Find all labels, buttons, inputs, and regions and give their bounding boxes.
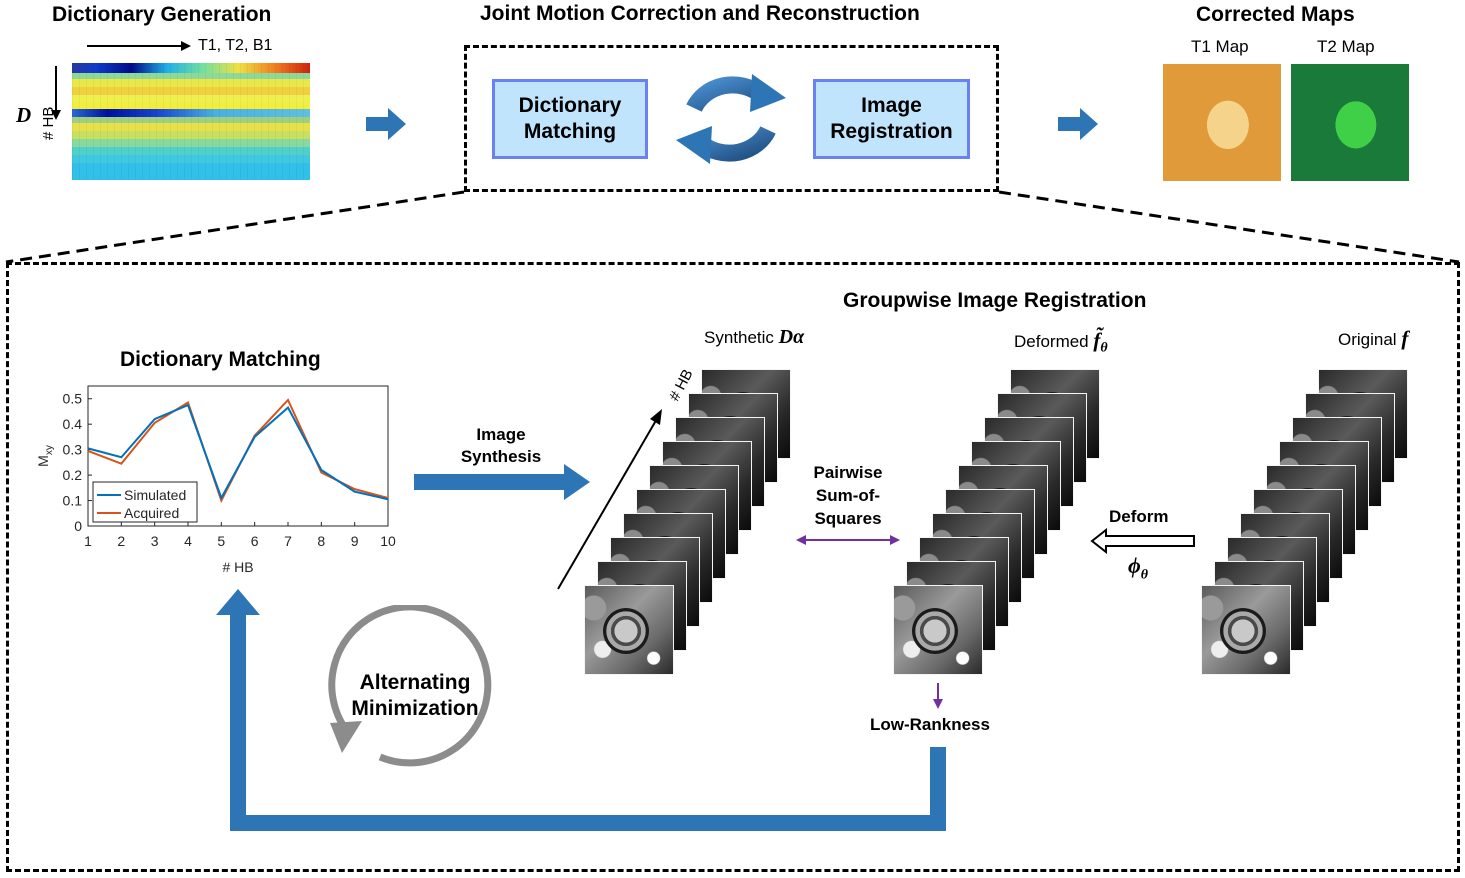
chart-x-tick-label: 10 (380, 533, 396, 549)
synthetic-label: Synthetic Dα (704, 326, 804, 349)
detail-dashed-box (6, 262, 1460, 872)
cycle-arrows-icon (676, 74, 786, 164)
dictionary-heatmap-dark-row (72, 109, 310, 117)
image-synthesis-arrow (414, 464, 590, 500)
pairwise-line2: Sum-of- (815, 486, 881, 505)
dictionary-param-label: T1, T2, B1 (198, 37, 273, 54)
alt-line1: Alternating (359, 671, 471, 694)
box-dict-line2: Matching (523, 120, 617, 143)
t2-map-image (1291, 64, 1409, 181)
synthetic-symbol: Dα (778, 326, 805, 348)
chart-series-simulated (87, 403, 389, 501)
deformed-symbol: f̃ (1093, 328, 1101, 352)
chart-y-tick-label: 0.2 (63, 467, 83, 483)
synth-line2: Synthesis (460, 447, 542, 466)
alt-line2: Minimization (351, 697, 479, 720)
chart-x-tick-label: 1 (84, 533, 92, 549)
dictionary-hb-arrow (51, 66, 61, 120)
t1-map-label: T1 Map (1191, 37, 1249, 56)
chart-x-tick-label: 6 (251, 533, 259, 549)
chart-x-tick-label: 8 (317, 533, 325, 549)
chart-x-tick-label: 2 (117, 533, 125, 549)
original-symbol: f (1401, 326, 1409, 350)
pairwise-line1: Pairwise (813, 463, 883, 482)
dictionary-heatmap-texture (72, 63, 310, 180)
dictionary-heatmap (72, 63, 310, 180)
low-rankness-label: Low-Rankness (870, 715, 990, 734)
alternating-loop-icon (328, 605, 492, 767)
joint-dashed-box (464, 45, 999, 192)
dictionary-heatmap-top-row (72, 63, 310, 73)
dictionary-matching-title: Dictionary Matching (120, 348, 321, 371)
phi-symbol: ϕ (1128, 553, 1141, 578)
chart-legend-label: Acquired (124, 505, 179, 521)
chart-x-tick-label: 9 (351, 533, 359, 549)
pairwise-arrow (796, 535, 900, 545)
mri-frame (1201, 585, 1291, 675)
box-reg-line1: Image (861, 94, 922, 117)
box-dict-line1: Dictionary (518, 94, 622, 117)
phi-subscript: θ (1140, 567, 1149, 583)
chart-legend-label: Simulated (124, 487, 186, 503)
chart-y-tick-label: 0.1 (63, 493, 83, 509)
stack-hb-arrow (557, 409, 662, 590)
box-reg-line2: Registration (830, 120, 953, 143)
chart-x-tick-label: 5 (217, 533, 225, 549)
mri-heart (603, 608, 649, 654)
mri-frame (893, 585, 983, 675)
dictionary-symbol: D (16, 103, 32, 127)
image-synthesis-label: Image Synthesis (454, 424, 548, 468)
dictionary-matching-box: Dictionary Matching (492, 79, 648, 159)
chart-y-tick-label: 0.3 (63, 442, 83, 458)
mri-heart (1220, 608, 1266, 654)
groupwise-title: Groupwise Image Registration (843, 289, 1147, 312)
chart-x-tick-label: 3 (151, 533, 159, 549)
phi-label: ϕθ (1128, 553, 1148, 583)
dictionary-matching-chart: 0 0.1 0.2 0.3 0.4 0.5 1 2 3 4 5 6 7 8 9 10 # HB Mxy Simula… (35, 385, 396, 575)
t2-map-label: T2 Map (1317, 37, 1375, 56)
synthetic-text: Synthetic (704, 328, 774, 347)
deformed-label: Deformed f̃θ (1014, 328, 1108, 356)
mri-frame (584, 585, 674, 675)
chart-y-axis-label: Mxy (35, 445, 55, 467)
chart-y-tick-label: 0 (74, 518, 82, 534)
arrow-to-corrected (1058, 108, 1098, 140)
image-registration-box: Image Registration (813, 79, 970, 159)
mri-heart (912, 608, 958, 654)
arrow-to-joint (366, 108, 406, 140)
deform-label: Deform (1109, 507, 1169, 526)
original-label: Original f (1338, 326, 1408, 351)
t1-map-image (1163, 64, 1281, 181)
pairwise-label: Pairwise Sum-of- Squares (800, 461, 896, 530)
chart-y-axis-subscript: xy (44, 445, 55, 455)
deformed-subscript: θ (1100, 340, 1108, 356)
chart-legend (92, 481, 198, 523)
corrected-maps-title: Corrected Maps (1196, 3, 1355, 26)
low-rank-arrow (933, 683, 943, 709)
chart-x-tick-label: 4 (184, 533, 192, 549)
chart-x-tick-label: 7 (284, 533, 292, 549)
original-text: Original (1338, 330, 1397, 349)
alternating-minimization-label: Alternating Minimization (350, 670, 480, 722)
chart-y-tick-label: 0.5 (63, 391, 83, 407)
deform-arrow (1090, 528, 1195, 554)
dictionary-generation-title: Dictionary Generation (52, 3, 272, 26)
chart-y-tick-label: 0.4 (63, 416, 83, 432)
synth-line1: Image (476, 425, 526, 444)
dictionary-param-arrow (87, 41, 191, 51)
feedback-arrow (216, 589, 946, 831)
chart-x-axis-label: # HB (222, 559, 253, 575)
deformed-text: Deformed (1014, 332, 1089, 351)
joint-title: Joint Motion Correction and Reconstructi… (480, 2, 920, 25)
pairwise-line3: Squares (814, 509, 882, 528)
